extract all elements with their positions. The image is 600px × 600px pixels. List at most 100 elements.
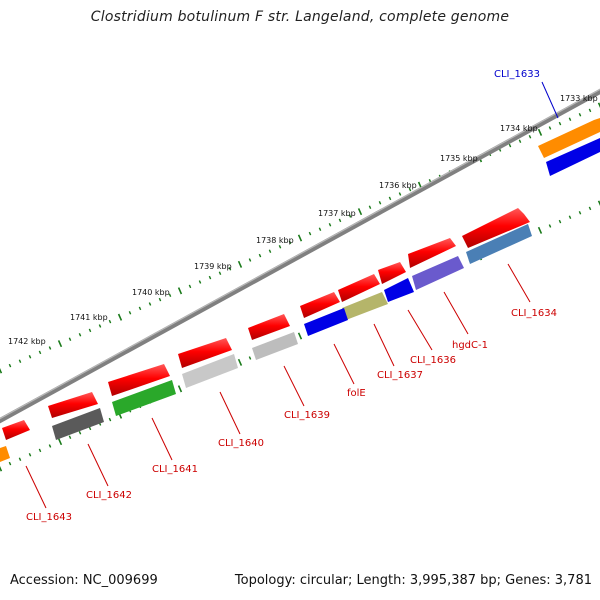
major-tick bbox=[57, 438, 63, 446]
minor-tick bbox=[248, 258, 252, 262]
genome-backbone-highlight bbox=[0, 88, 600, 420]
gene-label-cli-1636[interactable]: CLI_1636 bbox=[410, 355, 456, 366]
feature-arrow-gray[interactable] bbox=[182, 354, 238, 388]
major-tick bbox=[537, 128, 543, 136]
major-tick bbox=[597, 102, 600, 108]
major-tick bbox=[0, 368, 3, 374]
kbp-label: 1739 kbp bbox=[194, 262, 232, 271]
gene-labels: CLI_1633 CLI_1634 hgdC-1 CLI_1636 CLI_16… bbox=[26, 69, 557, 523]
feature-arrow-red[interactable] bbox=[378, 262, 406, 284]
kbp-label: 1742 kbp bbox=[8, 337, 46, 346]
gene-label-cli-1637[interactable]: CLI_1637 bbox=[377, 370, 423, 381]
gene-label-cli-1643[interactable]: CLI_1643 bbox=[26, 512, 72, 523]
feature-arrow-red[interactable] bbox=[48, 392, 98, 418]
kbp-label: 1738 kbp bbox=[256, 236, 294, 245]
feature-arrow-red[interactable] bbox=[408, 238, 456, 268]
accession-text: Accession: NC_009699 bbox=[10, 573, 158, 588]
feature-arrow-red[interactable] bbox=[338, 274, 380, 302]
minor-tick bbox=[568, 117, 572, 121]
minor-tick bbox=[38, 350, 42, 355]
connector-fole bbox=[333, 343, 355, 385]
connector-cli-1642 bbox=[87, 443, 109, 487]
genome-summary-text: Topology: circular; Length: 3,995,387 bp… bbox=[234, 573, 592, 588]
label-connectors bbox=[25, 81, 559, 509]
major-tick bbox=[357, 208, 363, 216]
gene-label-fole[interactable]: folE bbox=[347, 388, 366, 399]
kbp-label: 1740 kbp bbox=[132, 288, 170, 297]
minor-tick bbox=[318, 227, 322, 231]
gene-label-cli-1640[interactable]: CLI_1640 bbox=[218, 438, 264, 449]
minor-tick bbox=[528, 135, 532, 139]
minor-tick bbox=[8, 363, 12, 368]
minor-tick bbox=[308, 231, 312, 236]
feature-arrow-orange[interactable] bbox=[538, 118, 600, 158]
connector-hgdc-1 bbox=[443, 291, 469, 335]
feature-arrow-orange[interactable] bbox=[0, 446, 10, 462]
minor-tick bbox=[188, 284, 192, 289]
minor-tick bbox=[108, 417, 112, 422]
minor-tick bbox=[348, 214, 352, 218]
kbp-label: 1733 kbp bbox=[560, 94, 598, 103]
feature-arrow-red[interactable] bbox=[248, 314, 290, 340]
minor-tick bbox=[98, 324, 102, 328]
minor-tick bbox=[578, 113, 582, 117]
minor-tick bbox=[138, 306, 142, 311]
kbp-label: 1734 kbp bbox=[500, 124, 538, 133]
minor-tick bbox=[288, 240, 292, 245]
feature-arrow-blue[interactable] bbox=[384, 278, 414, 302]
feature-arrow-red[interactable] bbox=[300, 292, 340, 318]
minor-tick bbox=[568, 215, 572, 219]
connector-cli-1639 bbox=[283, 365, 305, 407]
minor-tick bbox=[198, 280, 202, 284]
genome-backbone bbox=[0, 88, 600, 424]
minor-tick bbox=[548, 224, 552, 228]
minor-tick bbox=[38, 448, 42, 453]
minor-tick bbox=[108, 319, 112, 324]
minor-tick bbox=[218, 271, 222, 275]
minor-tick bbox=[368, 205, 372, 209]
minor-tick bbox=[278, 245, 282, 249]
connector-cli-1633 bbox=[541, 81, 559, 119]
gene-label-cli-1633[interactable]: CLI_1633 bbox=[494, 69, 540, 80]
feature-arrow-blue[interactable] bbox=[546, 138, 600, 176]
feature-arrow-steelblue[interactable] bbox=[466, 224, 532, 264]
feature-arrow-gray[interactable] bbox=[252, 332, 298, 360]
gene-label-cli-1642[interactable]: CLI_1642 bbox=[86, 490, 132, 501]
gene-label-hgdc-1[interactable]: hgdC-1 bbox=[452, 340, 488, 351]
minor-tick bbox=[578, 211, 582, 215]
gene-label-cli-1634[interactable]: CLI_1634 bbox=[511, 308, 557, 319]
feature-arrow-olive[interactable] bbox=[342, 292, 388, 320]
minor-tick bbox=[558, 219, 562, 224]
feature-arrow-red[interactable] bbox=[462, 208, 530, 248]
feature-arrow-red[interactable] bbox=[2, 420, 30, 440]
gene-label-cli-1639[interactable]: CLI_1639 bbox=[284, 410, 330, 421]
kbp-label: 1741 kbp bbox=[70, 313, 108, 322]
gene-label-cli-1641[interactable]: CLI_1641 bbox=[152, 464, 198, 475]
feature-arrow-red[interactable] bbox=[178, 338, 232, 368]
map-title: Clostridium botulinum F str. Langeland, … bbox=[90, 9, 510, 25]
kbp-labels: 1733 kbp 1734 kbp 1735 kbp 1736 kbp 1737… bbox=[8, 94, 598, 346]
major-tick bbox=[297, 234, 303, 242]
minor-tick bbox=[258, 253, 262, 258]
feature-arrow-green[interactable] bbox=[112, 380, 176, 416]
gene-arrows-top bbox=[0, 208, 532, 462]
minor-tick bbox=[8, 461, 12, 466]
minor-tick bbox=[88, 328, 92, 333]
feature-arrow-red[interactable] bbox=[108, 364, 170, 396]
minor-tick bbox=[378, 201, 382, 205]
minor-tick bbox=[398, 192, 402, 196]
connector-cli-1641 bbox=[151, 417, 173, 461]
minor-tick bbox=[408, 187, 412, 192]
major-tick bbox=[117, 313, 123, 321]
connector-cli-1640 bbox=[219, 391, 241, 435]
connector-cli-1643 bbox=[25, 465, 47, 509]
feature-arrow-purple[interactable] bbox=[412, 256, 464, 290]
minor-tick bbox=[248, 356, 252, 360]
feature-arrow-darkgray[interactable] bbox=[52, 408, 104, 440]
major-tick bbox=[0, 466, 3, 472]
forward-strand-features bbox=[538, 118, 600, 176]
kbp-label: 1736 kbp bbox=[379, 181, 417, 190]
feature-arrow-blue[interactable] bbox=[304, 308, 348, 336]
major-tick bbox=[57, 340, 63, 348]
